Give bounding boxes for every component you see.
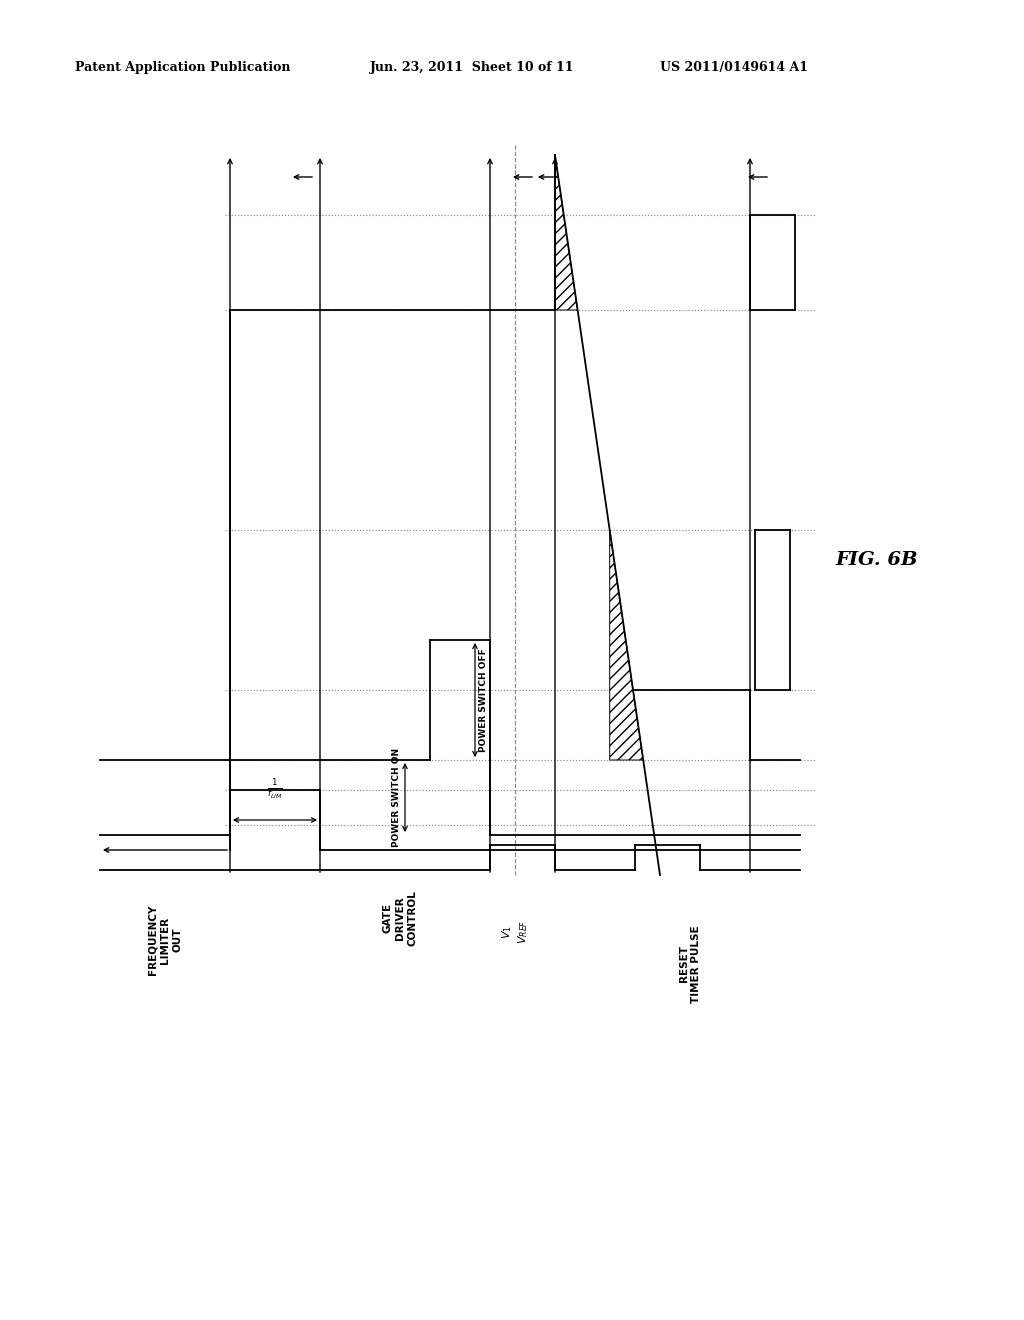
Text: POWER SWITCH OFF: POWER SWITCH OFF <box>479 648 488 752</box>
Polygon shape <box>609 531 643 760</box>
Text: GATE
DRIVER
CONTROL: GATE DRIVER CONTROL <box>383 890 418 945</box>
Text: Patent Application Publication: Patent Application Publication <box>75 62 291 74</box>
Text: Jun. 23, 2011  Sheet 10 of 11: Jun. 23, 2011 Sheet 10 of 11 <box>370 62 574 74</box>
Text: POWER SWITCH ON: POWER SWITCH ON <box>392 747 401 846</box>
Text: FREQUENCY
LIMITER
OUT: FREQUENCY LIMITER OUT <box>147 906 182 975</box>
Text: $V_1$
$V_{REF}$: $V_1$ $V_{REF}$ <box>500 920 530 945</box>
Text: FIG. 6B: FIG. 6B <box>835 550 918 569</box>
Text: $\frac{1}{f_{LIM}}$: $\frac{1}{f_{LIM}}$ <box>267 777 283 803</box>
Text: RESET
TIMER PULSE: RESET TIMER PULSE <box>679 925 701 1003</box>
Text: US 2011/0149614 A1: US 2011/0149614 A1 <box>660 62 808 74</box>
Polygon shape <box>555 154 578 310</box>
